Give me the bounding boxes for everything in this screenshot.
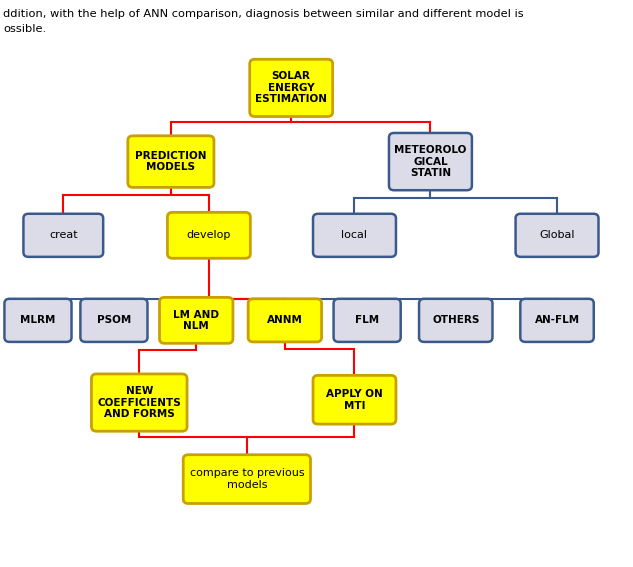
Text: creat: creat <box>49 230 78 240</box>
Text: Global: Global <box>539 230 575 240</box>
Text: LM AND
NLM: LM AND NLM <box>173 310 219 331</box>
Text: local: local <box>341 230 368 240</box>
Text: AN-FLM: AN-FLM <box>534 315 580 325</box>
FancyBboxPatch shape <box>520 299 594 342</box>
Text: OTHERS: OTHERS <box>432 315 479 325</box>
Text: develop: develop <box>187 230 231 240</box>
FancyBboxPatch shape <box>91 374 187 431</box>
Text: compare to previous
models: compare to previous models <box>189 468 304 490</box>
Text: MLRM: MLRM <box>20 315 56 325</box>
Text: PSOM: PSOM <box>97 315 131 325</box>
FancyBboxPatch shape <box>80 299 147 342</box>
FancyBboxPatch shape <box>248 299 322 342</box>
FancyBboxPatch shape <box>128 136 214 187</box>
Text: FLM: FLM <box>355 315 379 325</box>
FancyBboxPatch shape <box>23 214 103 257</box>
FancyBboxPatch shape <box>334 299 401 342</box>
FancyBboxPatch shape <box>167 213 251 259</box>
Text: ddition, with the help of ANN comparison, diagnosis between similar and differen: ddition, with the help of ANN comparison… <box>3 9 523 19</box>
FancyBboxPatch shape <box>389 133 472 191</box>
Text: PREDICTION
MODELS: PREDICTION MODELS <box>135 151 206 172</box>
FancyBboxPatch shape <box>515 214 598 257</box>
FancyBboxPatch shape <box>313 214 396 257</box>
FancyBboxPatch shape <box>160 297 233 344</box>
Text: SOLAR
ENERGY
ESTIMATION: SOLAR ENERGY ESTIMATION <box>255 71 327 104</box>
Text: METEOROLO
GICAL
STATIN: METEOROLO GICAL STATIN <box>394 145 467 178</box>
Text: NEW
COEFFICIENTS
AND FORMS: NEW COEFFICIENTS AND FORMS <box>97 386 181 419</box>
Text: ANNM: ANNM <box>267 315 303 325</box>
FancyBboxPatch shape <box>249 60 333 117</box>
FancyBboxPatch shape <box>184 455 310 503</box>
Text: ossible.: ossible. <box>3 24 46 34</box>
FancyBboxPatch shape <box>4 299 72 342</box>
FancyBboxPatch shape <box>313 375 396 424</box>
FancyBboxPatch shape <box>419 299 492 342</box>
Text: APPLY ON
MTI: APPLY ON MTI <box>326 389 383 411</box>
